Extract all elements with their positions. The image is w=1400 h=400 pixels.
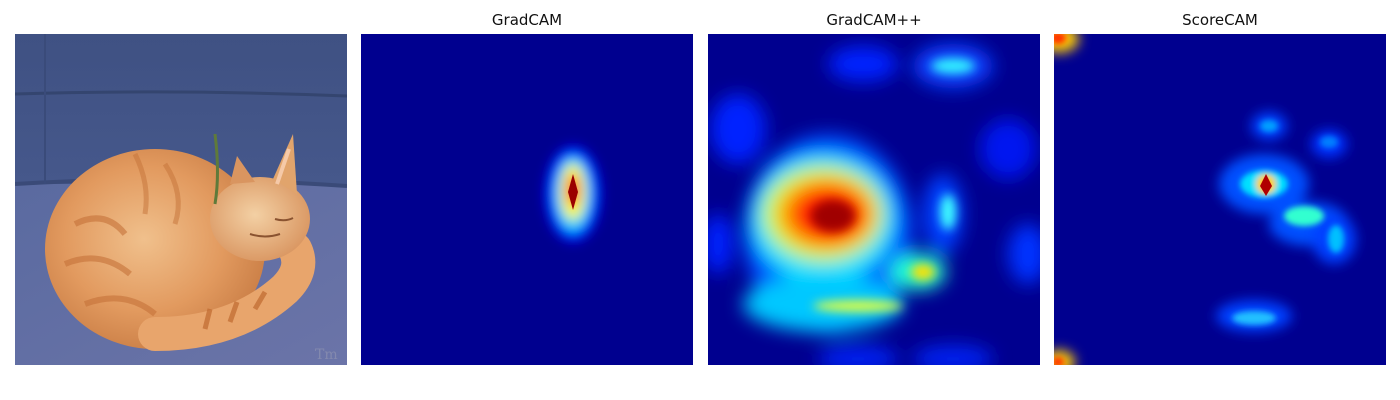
panel-title-input: [15, 10, 347, 30]
gradcam-heatmap-panel: [361, 34, 693, 365]
gradcam-plus-plus-heatmap: [708, 34, 1040, 365]
panel-title-gradcam-plus-plus: GradCAM++: [826, 11, 922, 29]
scorecam-heatmap-panel: [1054, 34, 1386, 365]
scorecam-heatmap: [1054, 34, 1386, 365]
cat-photo: Tm: [15, 34, 347, 365]
svg-text:Tm: Tm: [315, 347, 338, 363]
gradcam-plus-plus-heatmap-panel: [708, 34, 1040, 365]
panel-title-gradcam: GradCAM: [491, 11, 563, 29]
input-image-panel: Tm: [15, 34, 347, 365]
panel-title-scorecam: ScoreCAM: [1182, 11, 1258, 29]
gradcam-heatmap: [361, 34, 693, 365]
